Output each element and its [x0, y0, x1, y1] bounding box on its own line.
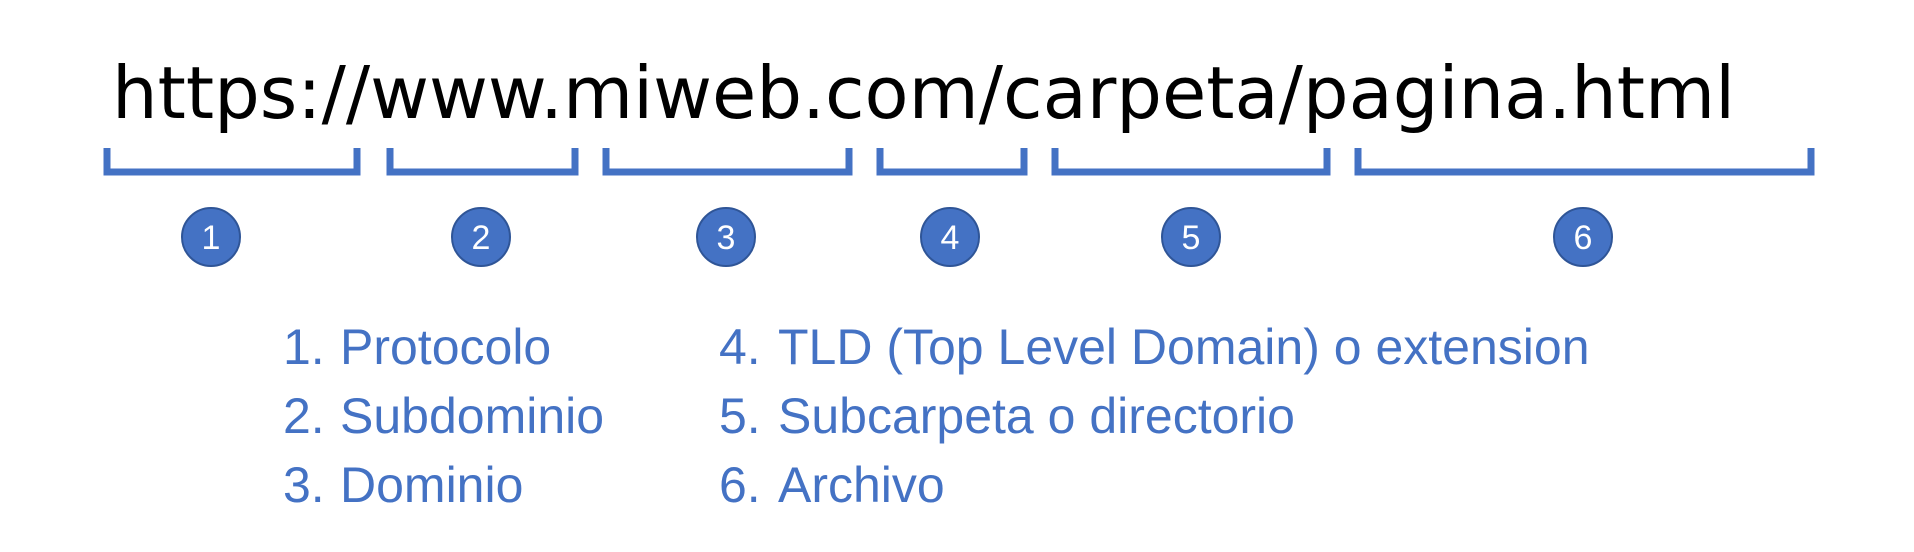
- bracket-file: [1354, 148, 1815, 176]
- url-text: https://www.miweb.com/carpeta/pagina.htm…: [112, 51, 1735, 135]
- legend-item-6-number: 6.: [719, 457, 761, 513]
- marker-3: 3: [696, 207, 756, 267]
- url-segment-domain: miweb: [563, 51, 802, 135]
- bracket-subdomain: [386, 148, 579, 176]
- legend-item-5-number: 5.: [719, 388, 761, 444]
- legend-item-4-label: TLD (Top Level Domain) o extension: [778, 319, 1590, 375]
- marker-5-number: 5: [1182, 219, 1201, 257]
- legend-item-6-label: Archivo: [778, 457, 945, 513]
- legend-item-5-label: Subcarpeta o directorio: [778, 388, 1295, 444]
- marker-1-number: 1: [202, 219, 221, 257]
- marker-4: 4: [920, 207, 980, 267]
- legend-item-2-number: 2.: [283, 388, 325, 444]
- legend-item-3-label: Dominio: [340, 457, 523, 513]
- marker-5: 5: [1161, 207, 1221, 267]
- bracket-protocol: [103, 148, 361, 176]
- marker-4-number: 4: [941, 219, 960, 257]
- legend-item-3-number: 3.: [283, 457, 325, 513]
- legend-item-4-number: 4.: [719, 319, 761, 375]
- bracket-tld: [876, 148, 1028, 176]
- url-segment-tld: .com: [802, 51, 979, 135]
- marker-6: 6: [1553, 207, 1613, 267]
- legend-right-column: 4. TLD (Top Level Domain) o extension 5.…: [719, 319, 1590, 513]
- marker-2: 2: [451, 207, 511, 267]
- bracket-domain: [602, 148, 853, 176]
- bracket-folder: [1051, 148, 1331, 176]
- marker-3-number: 3: [717, 219, 736, 257]
- legend-item-1-label: Protocolo: [340, 319, 551, 375]
- marker-6-number: 6: [1574, 219, 1593, 257]
- marker-2-number: 2: [472, 219, 491, 257]
- url-segment-subdomain: www.: [370, 51, 563, 135]
- marker-1: 1: [181, 207, 241, 267]
- url-segment-file: /pagina.html: [1279, 51, 1735, 135]
- legend-item-2-label: Subdominio: [340, 388, 604, 444]
- legend-left-column: 1. Protocolo 2. Subdominio 3. Dominio: [283, 319, 604, 513]
- url-segment-protocol: https://: [112, 51, 371, 135]
- legend-item-1-number: 1.: [283, 319, 325, 375]
- url-segment-folder: /carpeta: [979, 51, 1279, 135]
